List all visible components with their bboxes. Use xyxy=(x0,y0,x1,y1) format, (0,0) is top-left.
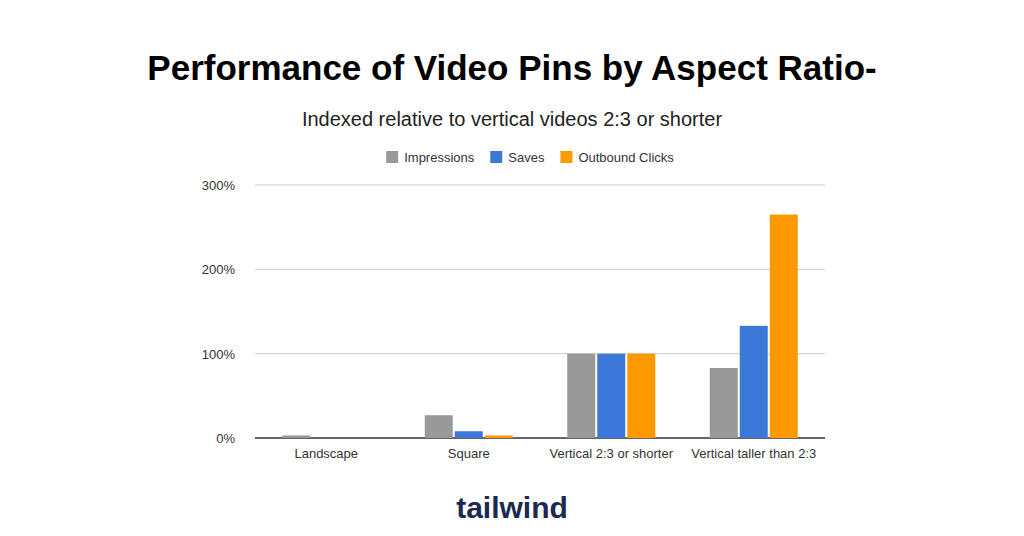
y-tick-label: 0% xyxy=(216,431,235,446)
grid-line xyxy=(255,438,825,439)
bar xyxy=(770,215,798,438)
x-axis-line xyxy=(255,438,825,439)
footer-logo: tailwind xyxy=(456,491,568,524)
x-tick-label: Landscape xyxy=(294,446,358,461)
bars xyxy=(282,215,798,438)
x-tick-label: Vertical taller than 2:3 xyxy=(691,446,816,461)
x-tick-label: Square xyxy=(448,446,490,461)
bar xyxy=(425,415,453,438)
y-tick-label: 200% xyxy=(202,262,236,277)
legend-label: Saves xyxy=(508,150,545,165)
grid-line xyxy=(255,353,825,354)
grid-line xyxy=(255,185,825,186)
bar xyxy=(627,354,655,438)
y-tick-label: 100% xyxy=(202,347,236,362)
x-tick-label: Vertical 2:3 or shorter xyxy=(549,446,673,461)
bar xyxy=(455,431,483,438)
subtitle: Indexed relative to vertical videos 2:3 … xyxy=(302,108,723,130)
bar xyxy=(342,438,370,439)
bar xyxy=(282,435,310,438)
grid xyxy=(255,185,825,438)
bar xyxy=(740,326,768,438)
legend-label: Impressions xyxy=(404,150,475,165)
bar xyxy=(312,438,340,439)
bar xyxy=(710,368,738,438)
bar xyxy=(485,435,513,438)
grid-line xyxy=(255,269,825,270)
chart-root: Performance of Video Pins by Aspect Rati… xyxy=(0,0,1024,536)
bar xyxy=(567,354,595,438)
title: Performance of Video Pins by Aspect Rati… xyxy=(147,48,876,87)
legend-label: Outbound Clicks xyxy=(578,150,674,165)
legend: Impressions Saves Outbound Clicks xyxy=(386,150,674,165)
legend-swatch xyxy=(386,151,398,163)
legend-swatch xyxy=(490,151,502,163)
bar xyxy=(597,354,625,438)
y-tick-label: 300% xyxy=(202,178,236,193)
legend-swatch xyxy=(560,151,572,163)
